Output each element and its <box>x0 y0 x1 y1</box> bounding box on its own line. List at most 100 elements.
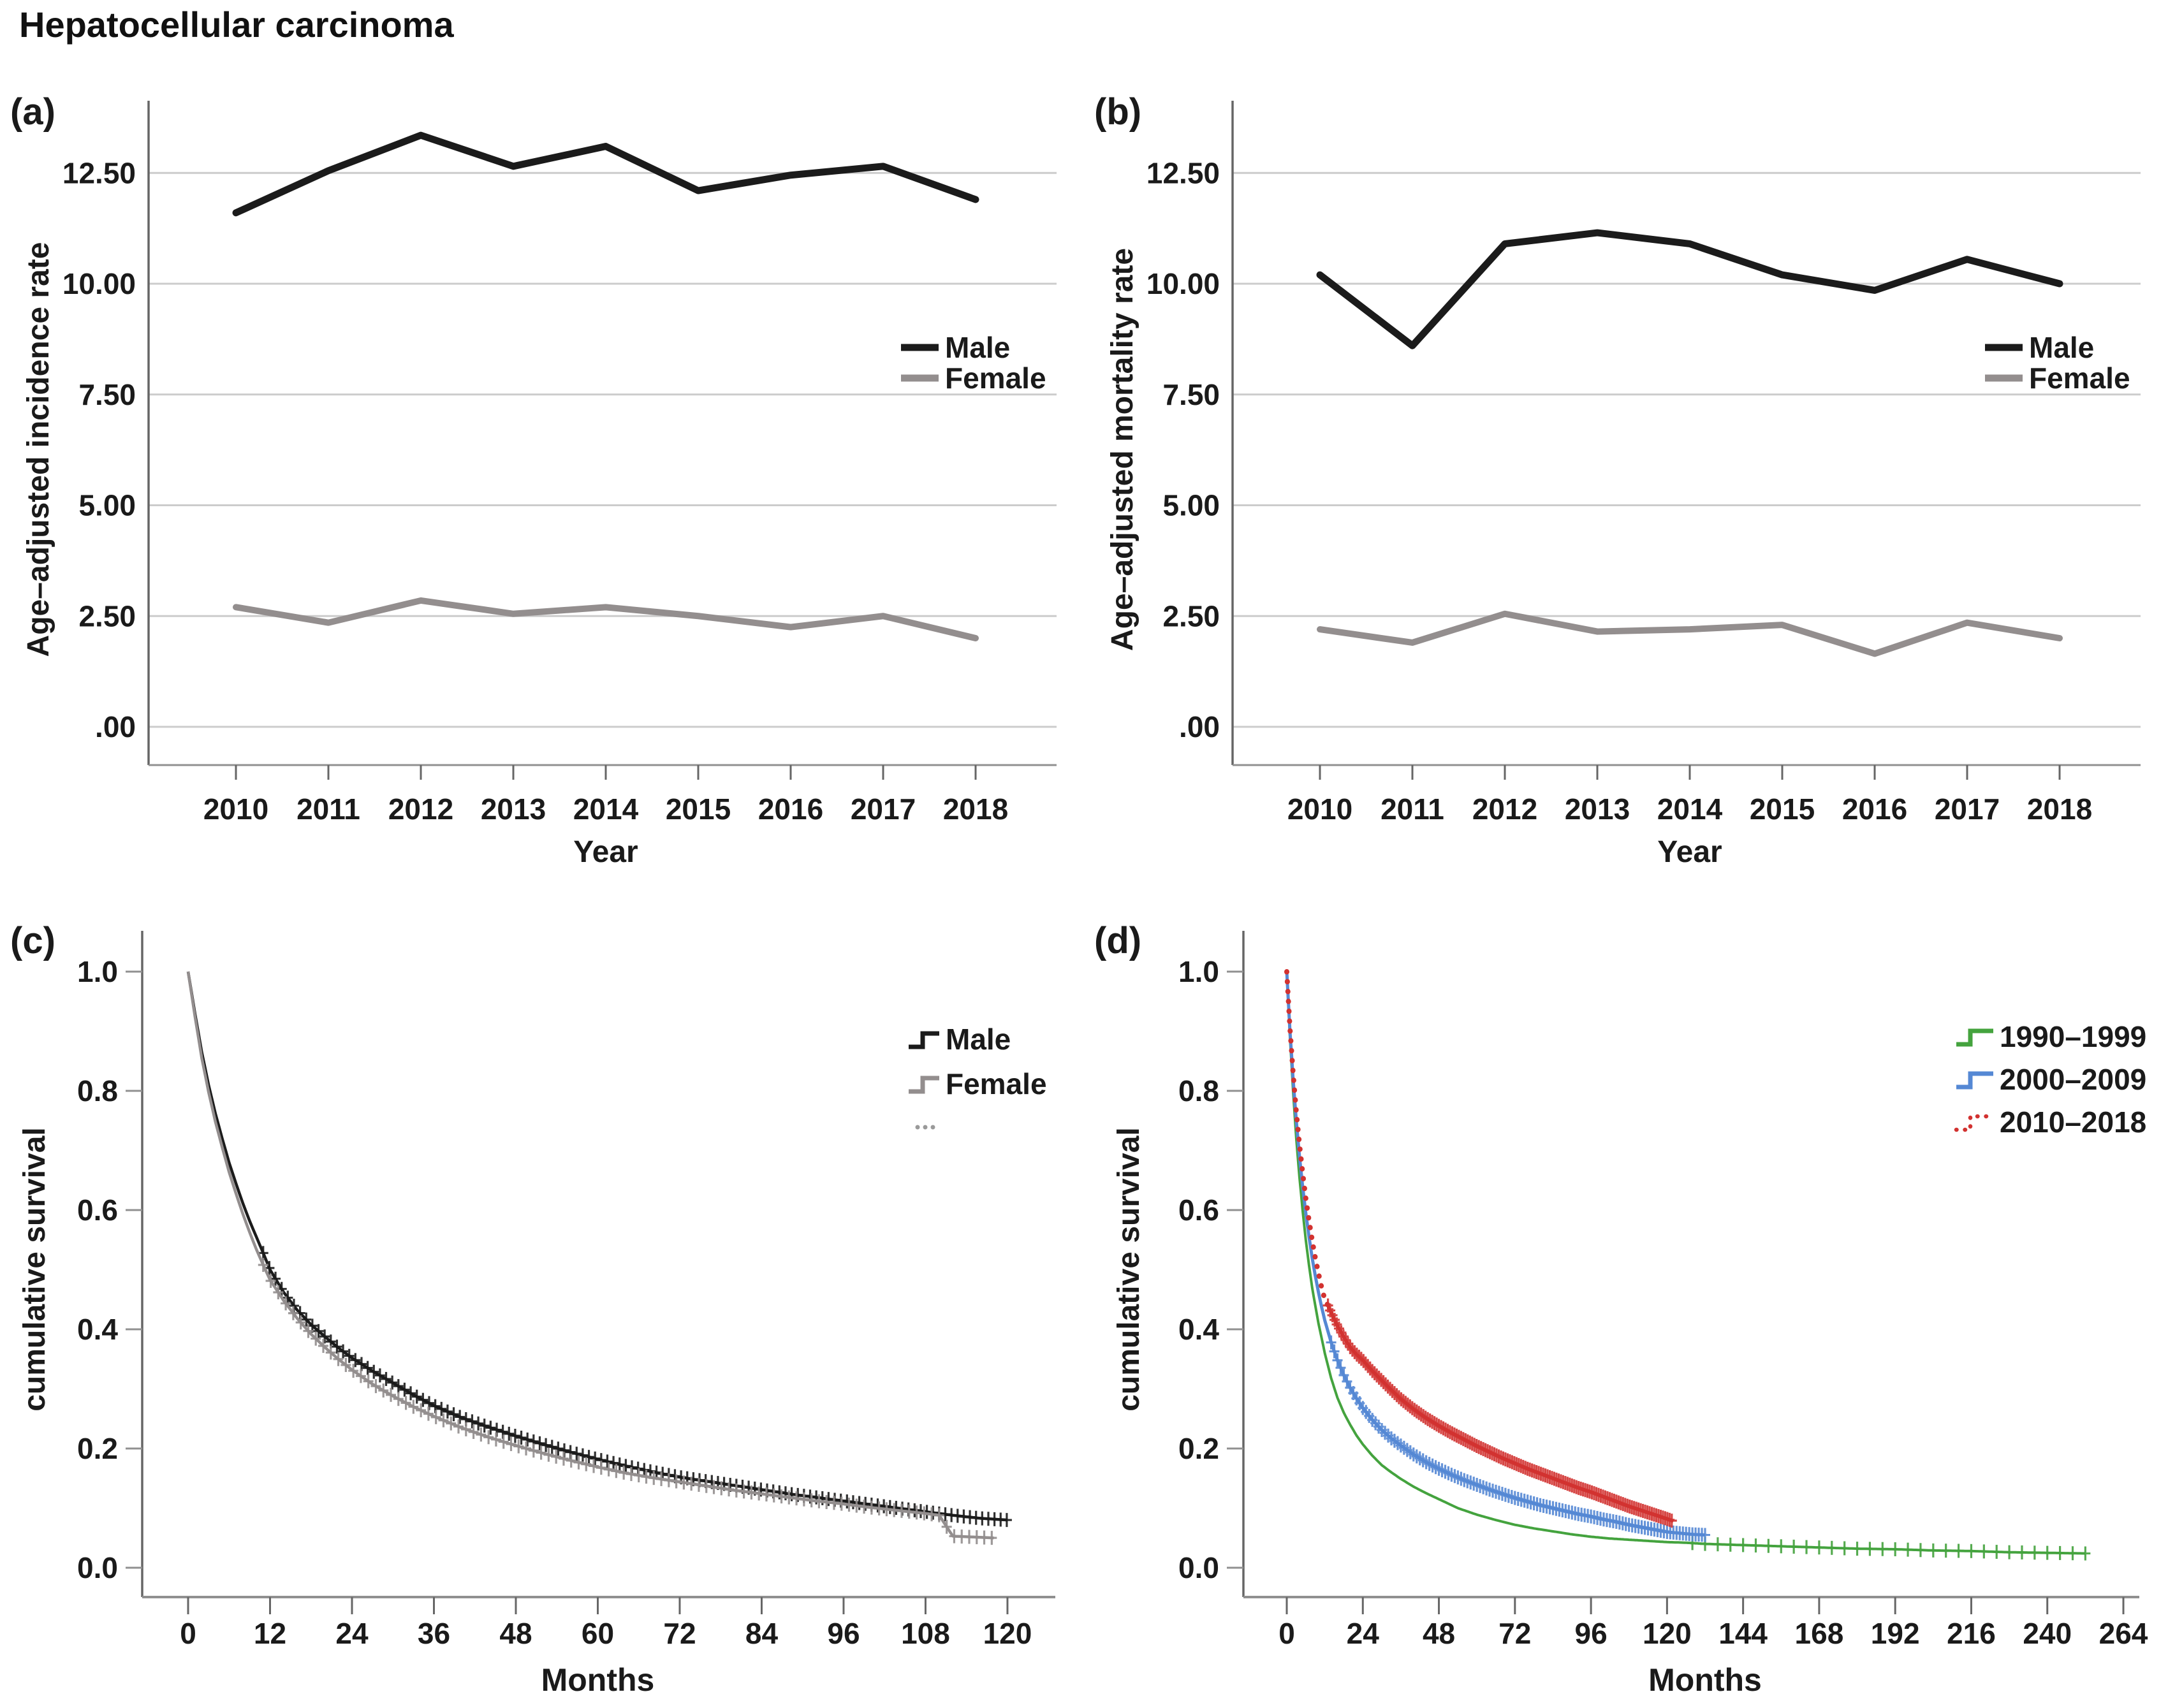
series-Male <box>186 971 1012 1528</box>
svg-text:0: 0 <box>1278 1617 1295 1650</box>
svg-text:0.0: 0.0 <box>77 1551 118 1584</box>
series-Female <box>233 597 979 641</box>
y-axis-ticks: 1.0 0.8 0.6 0.4 0.2 0.0 <box>77 955 142 1584</box>
svg-text:120: 120 <box>983 1617 1032 1650</box>
svg-text:108: 108 <box>901 1617 950 1650</box>
legend: 1990–1999 2000–2009 2010–2018 <box>1954 1020 2146 1139</box>
panel-b-mortality: 12.50 10.00 7.50 5.00 2.50.00 2010 2011 2012 201… <box>1084 57 2168 893</box>
series-Female <box>186 971 997 1545</box>
gridlines <box>1233 172 2141 728</box>
panels-grid: 12.50 10.00 7.50 5.00 2.50 .00 2010 2011 2012 201… <box>0 57 2168 1708</box>
svg-text:0.2: 0.2 <box>77 1432 118 1465</box>
series-2010–2018 <box>1284 969 1677 1528</box>
y-axis-title: Age–adjusted incidence rate <box>22 242 55 657</box>
svg-text:60: 60 <box>582 1617 614 1650</box>
y-axis-title: cumulative survival <box>18 1127 52 1412</box>
legend-label: Male <box>2029 331 2094 364</box>
svg-text:48: 48 <box>499 1617 532 1650</box>
panel-d-survival-by-era: 1.0 0.8 0.6 0.4 0.2 0.0 0 24 48 72 96 120 144 168 192 2… <box>1084 893 2168 1708</box>
x-axis-ticks: 0 12 24 36 48 60 72 84 96 108 120 <box>180 1597 1032 1650</box>
svg-text:144: 144 <box>1718 1617 1768 1650</box>
svg-text:7.50: 7.50 <box>78 378 136 411</box>
legend-label: 1990–1999 <box>2000 1020 2146 1053</box>
svg-text:12: 12 <box>254 1617 286 1650</box>
censor-marks <box>1322 1298 1677 1528</box>
x-axis-ticks: 2010 2011 2012 2013 2014 2015 2016 2017 2018 <box>203 765 1008 826</box>
series-Male <box>232 131 979 217</box>
y-axis-ticks: 1.0 0.8 0.6 0.4 0.2 0.0 <box>1178 955 1243 1584</box>
series-1990–1999 <box>1285 971 2091 1561</box>
svg-text:1.0: 1.0 <box>1178 955 1219 988</box>
legend-label: Male <box>946 1023 1011 1056</box>
svg-text:2010: 2010 <box>203 792 268 826</box>
legend-label: 2000–2009 <box>2000 1063 2146 1096</box>
svg-text:2012: 2012 <box>388 792 453 826</box>
svg-text:168: 168 <box>1795 1617 1844 1650</box>
svg-text:.00: .00 <box>1179 710 1220 743</box>
y-axis-title: cumulative survival <box>1112 1127 1146 1412</box>
axes <box>141 931 1055 1598</box>
panel-label: (a) <box>10 91 55 133</box>
svg-text:48: 48 <box>1423 1617 1455 1650</box>
svg-text:36: 36 <box>418 1617 450 1650</box>
legend-label: Male <box>945 331 1010 364</box>
svg-text:2014: 2014 <box>573 792 639 826</box>
svg-text:2018: 2018 <box>943 792 1008 826</box>
svg-text:0.4: 0.4 <box>77 1313 118 1346</box>
axes <box>1231 101 2141 766</box>
svg-text:264: 264 <box>2099 1617 2148 1650</box>
svg-text:2013: 2013 <box>1565 792 1630 826</box>
svg-text:2.50: 2.50 <box>78 599 136 632</box>
x-axis-ticks: 0 24 48 72 96 120 144 168 192 216 240 264 <box>1278 1597 2148 1650</box>
svg-text:0.4: 0.4 <box>1178 1313 1219 1346</box>
svg-text:240: 240 <box>2023 1617 2072 1650</box>
svg-text:2014: 2014 <box>1657 792 1723 826</box>
legend-label: Female <box>2029 361 2130 395</box>
censor-marks <box>1687 1536 2091 1561</box>
svg-text:84: 84 <box>745 1617 779 1650</box>
svg-text:2011: 2011 <box>1381 792 1444 826</box>
series-Male <box>1316 229 2063 349</box>
censor-marks <box>1326 1335 1711 1542</box>
svg-text:96: 96 <box>1575 1617 1608 1650</box>
axes <box>147 101 1057 766</box>
svg-text:72: 72 <box>1498 1617 1531 1650</box>
legend: Male Female <box>909 1023 1047 1130</box>
panel-label: (c) <box>10 920 55 961</box>
svg-text:7.50: 7.50 <box>1162 378 1220 411</box>
svg-text:10.00: 10.00 <box>1146 267 1220 300</box>
svg-text:5.00: 5.00 <box>78 489 136 522</box>
x-axis-ticks: 2010 2011 2012 2013 2014 2015 2016 2017 2018 <box>1287 765 2092 826</box>
svg-text:2015: 2015 <box>666 792 731 826</box>
svg-text:12.50: 12.50 <box>1146 156 1220 189</box>
axes <box>1242 931 2139 1598</box>
y-axis-title: Age–adjusted mortality rate <box>1106 248 1139 651</box>
svg-text:72: 72 <box>663 1617 696 1650</box>
svg-text:2011: 2011 <box>297 792 360 826</box>
svg-text:24: 24 <box>335 1617 369 1650</box>
svg-text:0.0: 0.0 <box>1178 1551 1219 1584</box>
legend-label: Female <box>946 1067 1047 1100</box>
panel-label: (d) <box>1094 920 1141 961</box>
x-axis-title: Year <box>1657 835 1722 869</box>
svg-text:0.2: 0.2 <box>1178 1432 1219 1465</box>
svg-text:2012: 2012 <box>1472 792 1537 826</box>
svg-text:2018: 2018 <box>2027 792 2092 826</box>
svg-text:2016: 2016 <box>758 792 823 826</box>
svg-text:0.8: 0.8 <box>1178 1074 1219 1107</box>
gridlines <box>149 172 1057 728</box>
svg-text:0.6: 0.6 <box>1178 1193 1219 1227</box>
censor-marks <box>258 1246 1012 1528</box>
svg-text:2016: 2016 <box>1842 792 1907 826</box>
censor-marks <box>258 1258 997 1545</box>
svg-text:192: 192 <box>1871 1617 1920 1650</box>
svg-text:10.00: 10.00 <box>62 267 136 300</box>
svg-text:2.50: 2.50 <box>1162 599 1220 632</box>
svg-text:1.0: 1.0 <box>77 955 118 988</box>
figure-title: Hepatocellular carcinoma <box>19 4 454 45</box>
svg-text:0: 0 <box>180 1617 196 1650</box>
